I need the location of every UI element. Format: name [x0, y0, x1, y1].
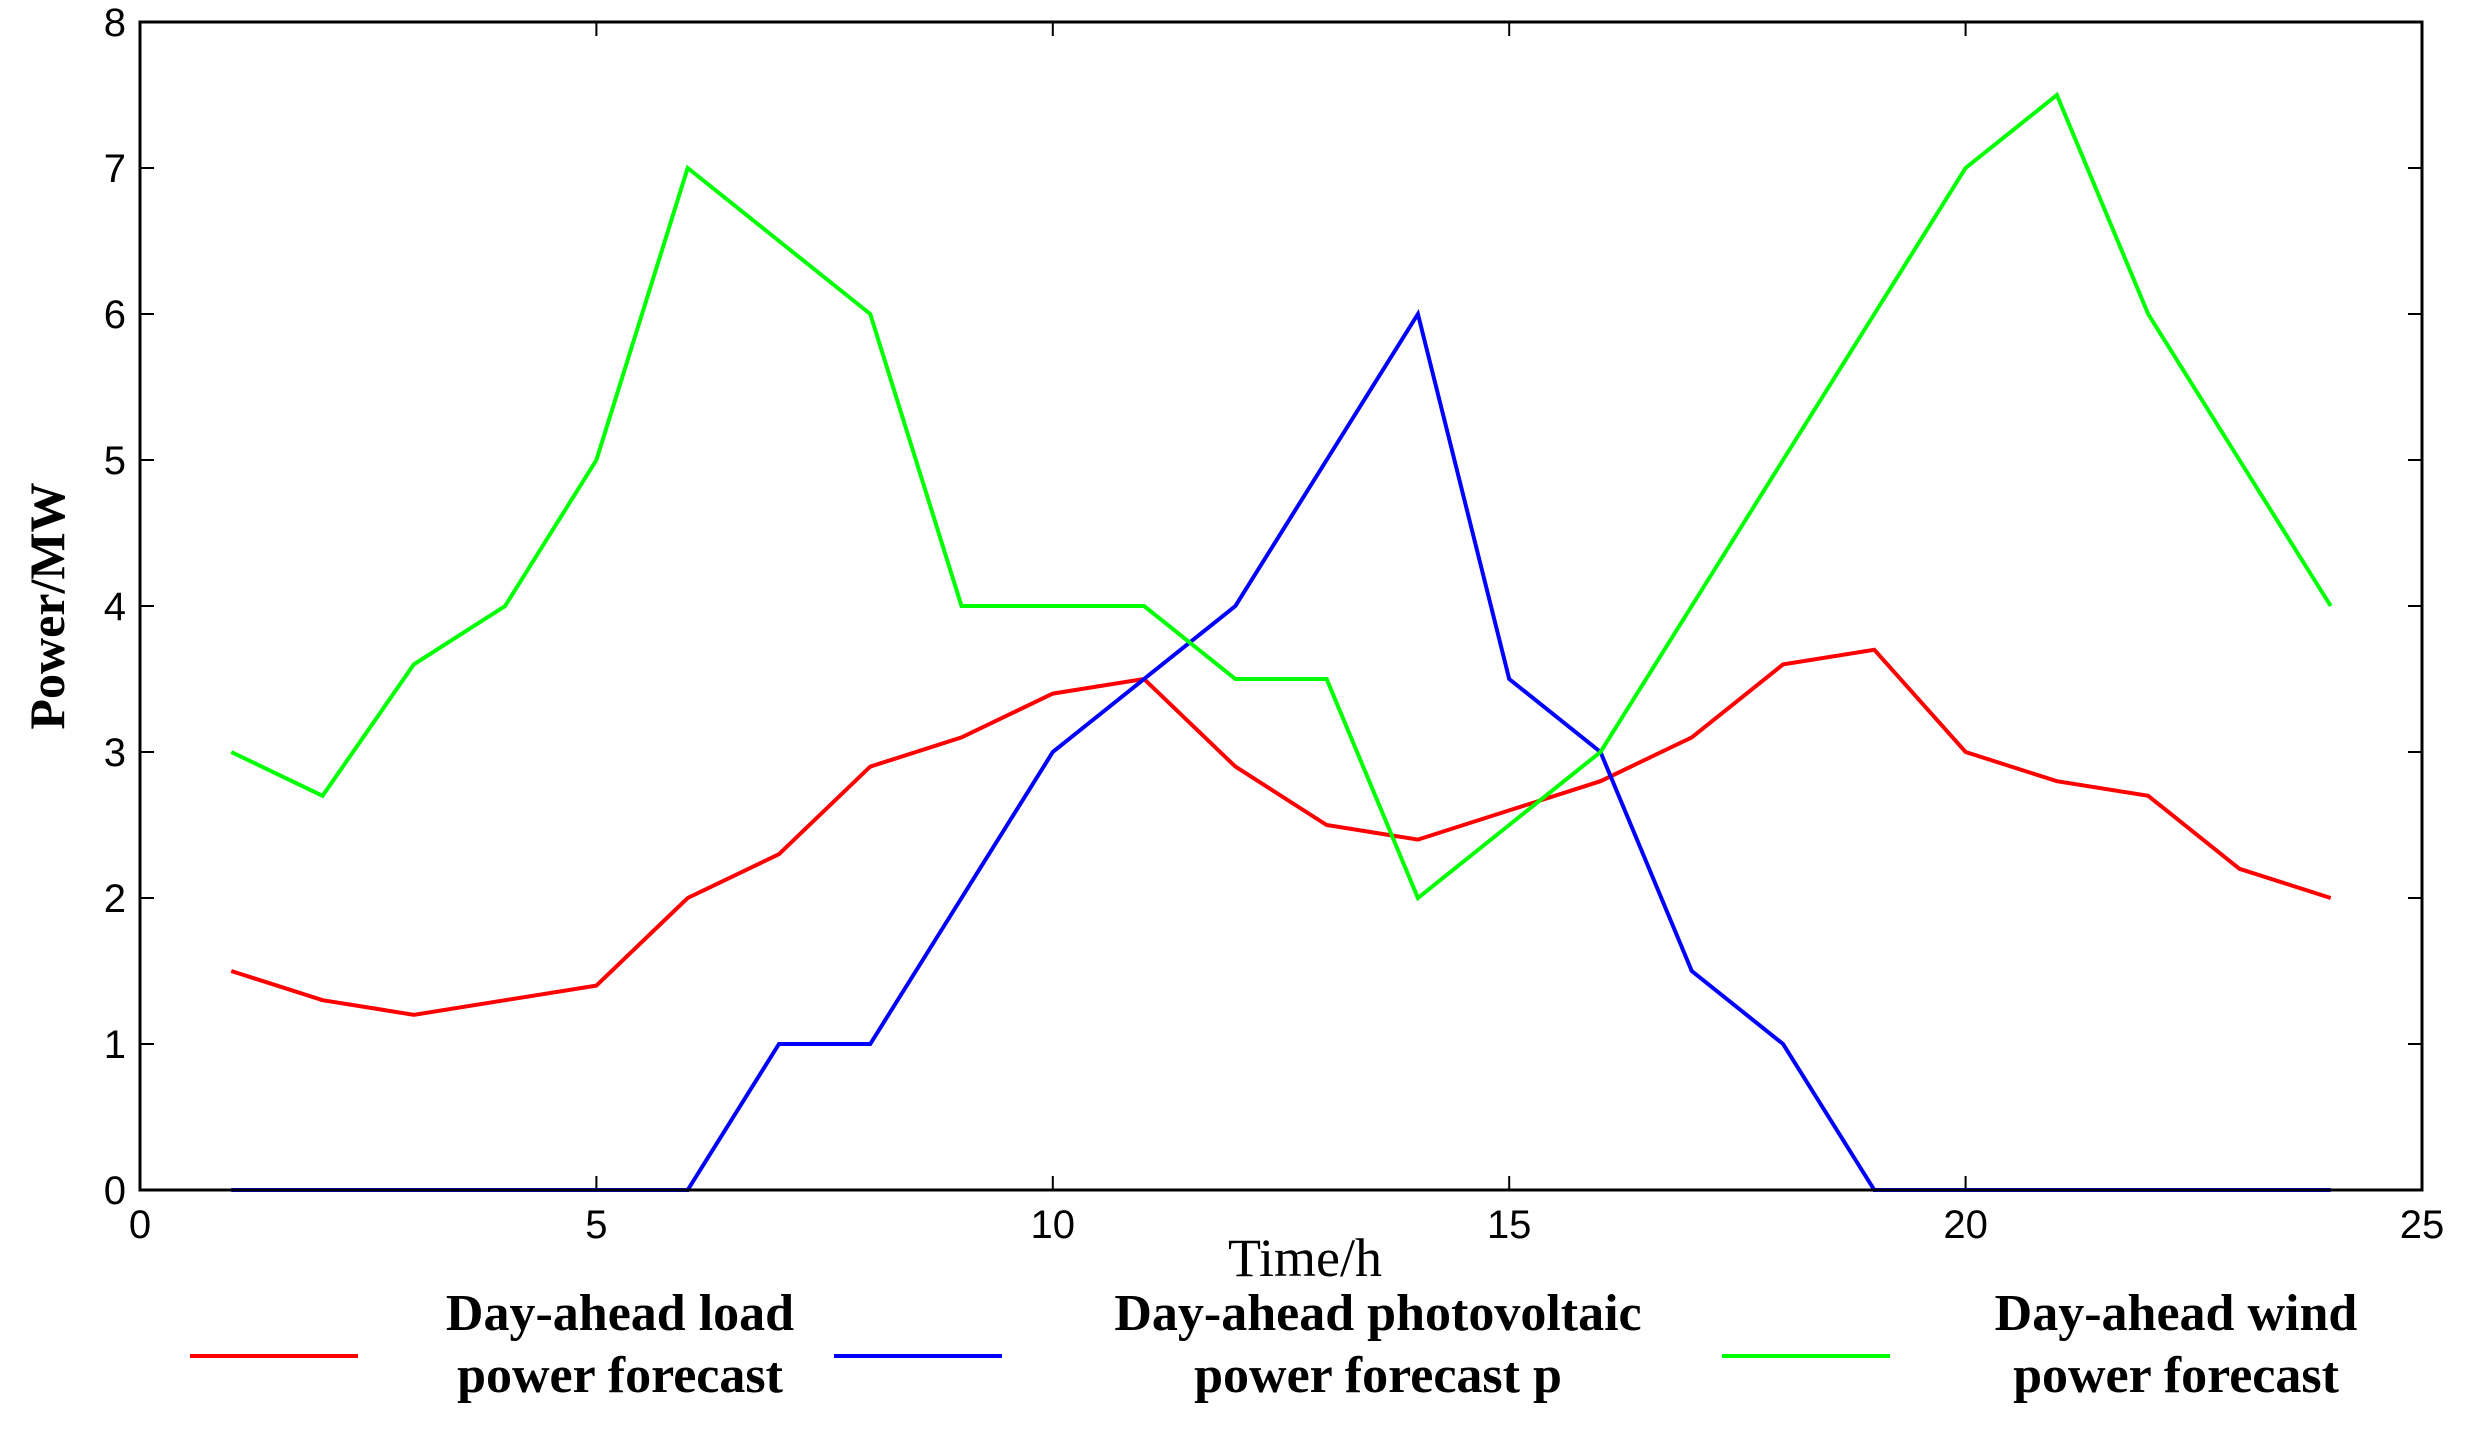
x-tick-label: 0 [129, 1203, 151, 1247]
tick-labels: 0 5 10 15 20 25 0 1 2 3 4 5 6 7 8 [104, 1, 2445, 1247]
legend-label: power forecast [2013, 1347, 2340, 1404]
legend-label: power forecast [457, 1347, 784, 1404]
x-tick-label: 5 [585, 1203, 607, 1247]
y-tick-label: 4 [104, 585, 126, 629]
x-tick-label: 15 [1487, 1203, 1532, 1247]
y-tick-label: 7 [104, 147, 126, 191]
y-tick-label: 8 [104, 1, 126, 45]
x-tick-label: 20 [1943, 1203, 1988, 1247]
y-tick-label: 6 [104, 293, 126, 337]
y-axis-title: Power/MW [19, 482, 75, 729]
y-tick-label: 3 [104, 731, 126, 775]
y-tick-label: 5 [104, 439, 126, 483]
x-tick-label: 25 [2400, 1203, 2445, 1247]
y-tick-label: 0 [104, 1169, 126, 1213]
legend-label: power forecast p [1194, 1347, 1562, 1404]
legend-label: Day-ahead wind [1995, 1285, 2358, 1342]
x-axis-title: Time/h [1228, 1228, 1382, 1288]
legend-label: Day-ahead load [446, 1285, 794, 1342]
plot-area-frame [138, 20, 2424, 1192]
y-tick-label: 2 [104, 877, 126, 921]
legend-label: Day-ahead photovoltaic [1114, 1285, 1641, 1342]
wind-series-line [230, 91, 2333, 902]
load-series-line [230, 647, 2332, 1017]
y-tick-label: 1 [104, 1023, 126, 1067]
x-tick-label: 10 [1031, 1203, 1076, 1247]
